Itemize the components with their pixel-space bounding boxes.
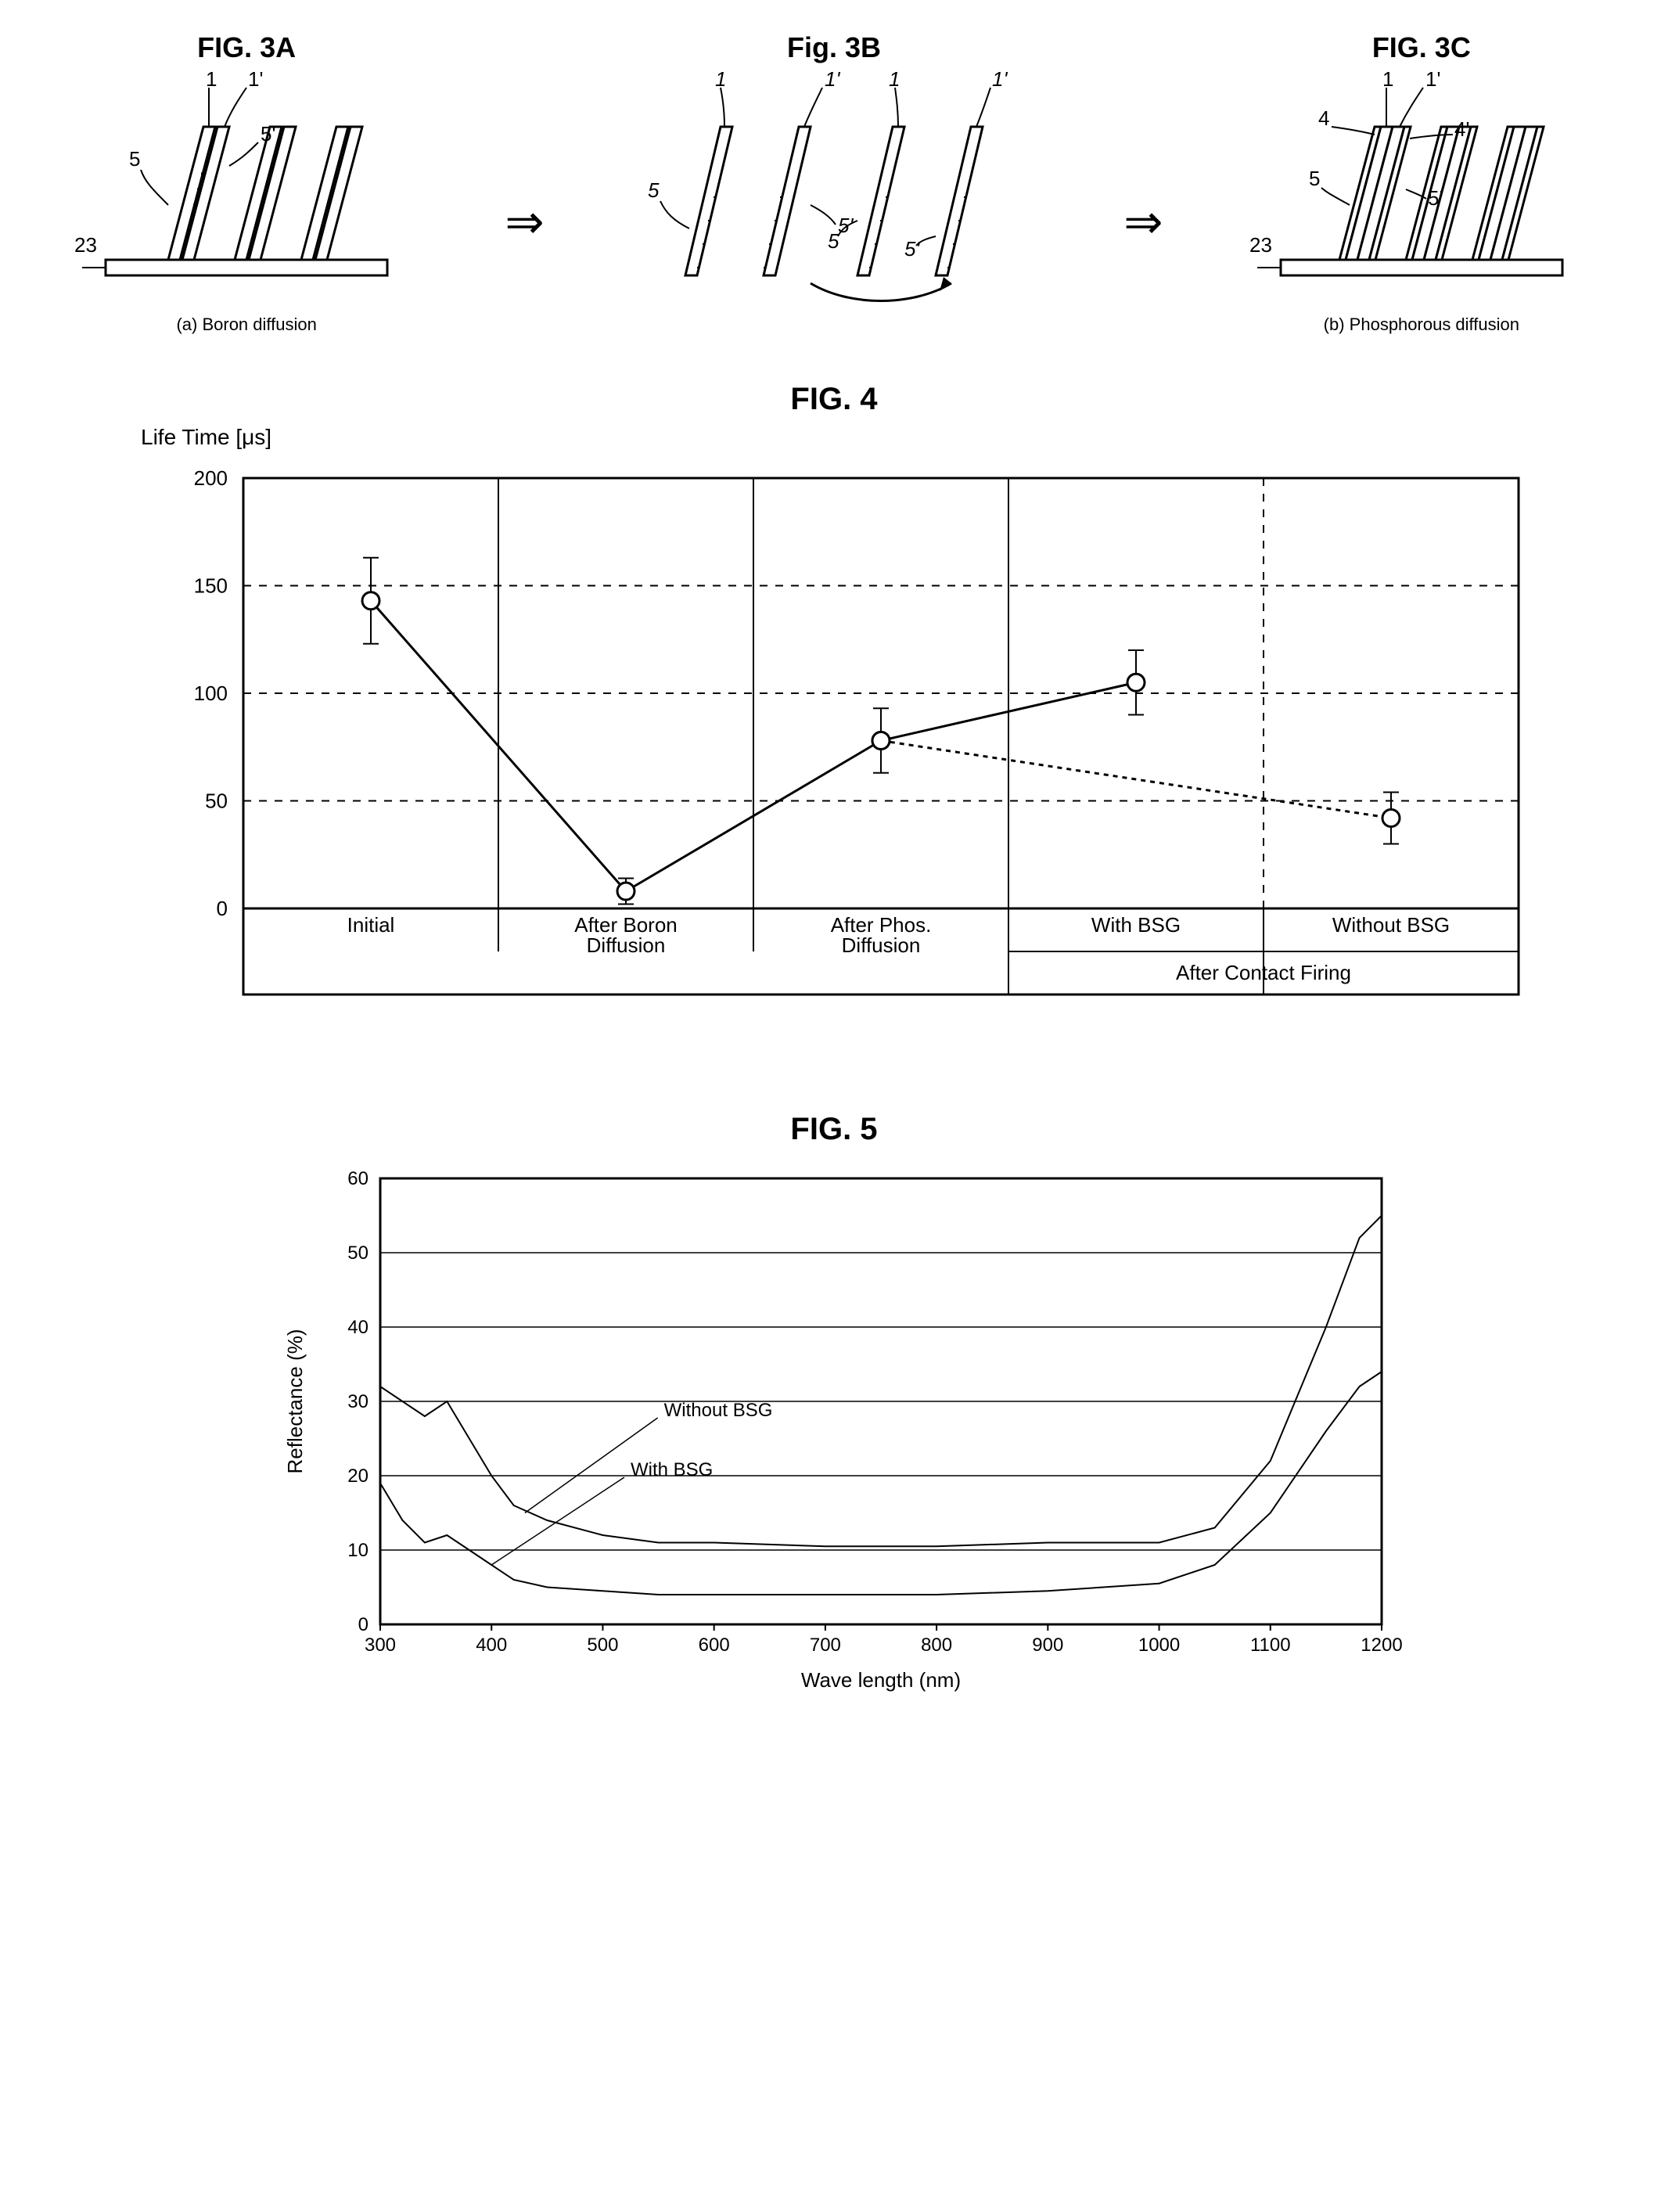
fig3b-label-1p: 1' [825,72,840,91]
fig4-chart: 050100150200InitialAfter BoronDiffusionA… [110,455,1558,1065]
svg-text:700: 700 [810,1635,841,1656]
fig3b-label-1: 1 [715,72,726,91]
fig3c-label-23: 23 [1249,233,1272,257]
svg-text:500: 500 [587,1635,618,1656]
fig3a-title: FIG. 3A [197,31,296,64]
fig3c-svg: 1 1' 4 4' 5 5' 23 [1249,72,1594,307]
fig3c-block: FIG. 3C [1249,31,1594,335]
fig3a-svg: 1 1' 5 5' 23 [74,72,419,307]
fig3-row: FIG. 3A [31,31,1637,335]
fig3a-label-5: 5 [129,147,140,171]
fig3c-label-1: 1 [1382,72,1393,91]
arrow-bc: ⇒ [1123,195,1163,250]
fig3c-label-1p: 1' [1425,72,1440,91]
fig5-title: FIG. 5 [31,1112,1637,1147]
arrow-ab: ⇒ [505,195,544,250]
fig3a-caption: (a) Boron diffusion [176,315,316,335]
svg-text:Wave length (nm): Wave length (nm) [801,1668,961,1692]
fig3b-label-5pb: 5' [904,237,920,261]
fig3c-label-5: 5 [1309,167,1320,190]
fig3b-label-5b: 5 [828,229,839,253]
svg-text:After Contact Firing: After Contact Firing [1176,961,1351,984]
svg-text:Reflectance (%): Reflectance (%) [283,1329,307,1474]
fig3b-label-5pa: 5' [838,214,854,237]
fig3b-block: Fig. 3B [631,31,1037,307]
fig3a-label-23: 23 [74,233,97,257]
svg-text:10: 10 [347,1540,368,1561]
fig4-ylabel: Life Time [μs] [141,425,1637,450]
svg-text:Initial: Initial [347,913,395,937]
fig3b-label-1b: 1 [889,72,900,91]
svg-text:200: 200 [194,466,228,490]
fig3c-caption: (b) Phosphorous diffusion [1324,315,1519,335]
svg-text:20: 20 [347,1466,368,1487]
fig5-chart: 0 10 20 30 40 50 60 300 400 500 600 700 800 900 1000 11… [247,1155,1421,1718]
svg-text:Diffusion: Diffusion [842,933,921,957]
fig3b-label-1pb: 1' [992,72,1008,91]
svg-text:1200: 1200 [1361,1635,1402,1656]
svg-text:40: 40 [347,1317,368,1338]
svg-text:0: 0 [358,1614,368,1635]
svg-text:60: 60 [347,1168,368,1189]
svg-text:400: 400 [476,1635,507,1656]
fig3a-label-5p: 5' [261,122,275,146]
fig4-title: FIG. 4 [31,382,1637,417]
svg-text:300: 300 [365,1635,396,1656]
svg-text:1100: 1100 [1250,1635,1291,1656]
fig3b-title: Fig. 3B [787,31,881,64]
svg-text:Without BSG: Without BSG [664,1400,773,1421]
svg-text:With BSG: With BSG [1091,913,1181,937]
svg-text:900: 900 [1032,1635,1063,1656]
svg-text:Without BSG: Without BSG [1332,913,1450,937]
svg-text:50: 50 [205,789,228,813]
fig3b-svg: 1 1' 1 1' 5 5' 5 5' [631,72,1037,307]
svg-text:100: 100 [194,682,228,705]
fig3c-label-4: 4 [1318,106,1329,130]
svg-text:50: 50 [347,1243,368,1264]
svg-text:Diffusion: Diffusion [587,933,666,957]
fig3a-label-1: 1 [206,72,217,91]
fig3c-label-4p: 4' [1454,117,1469,141]
fig3a-label-1p: 1' [248,72,263,91]
fig3b-label-5a: 5 [648,178,660,202]
svg-text:0: 0 [217,897,228,920]
svg-text:30: 30 [347,1391,368,1412]
fig3a-block: FIG. 3A [74,31,419,335]
fig3c-title: FIG. 3C [1372,31,1471,64]
svg-text:800: 800 [921,1635,952,1656]
fig3c-label-5p: 5' [1428,186,1443,210]
svg-text:With BSG: With BSG [631,1459,713,1480]
svg-text:1000: 1000 [1138,1635,1180,1656]
svg-text:150: 150 [194,574,228,598]
svg-text:600: 600 [699,1635,730,1656]
